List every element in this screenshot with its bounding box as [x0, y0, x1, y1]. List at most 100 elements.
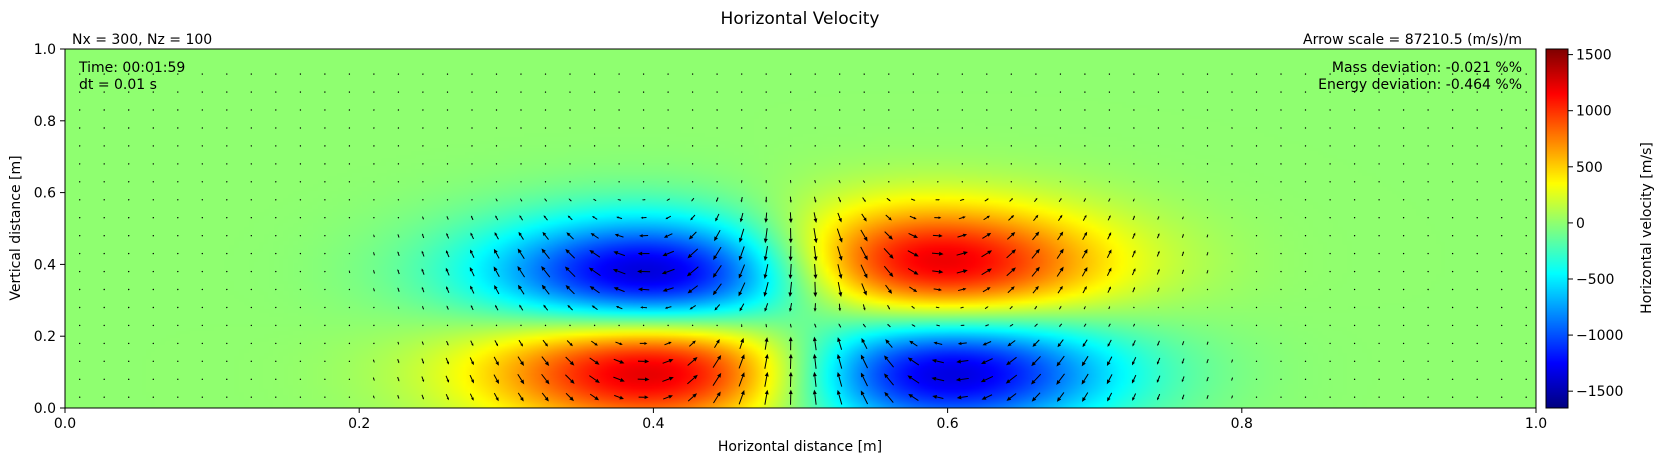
velocity-arrow — [250, 306, 253, 309]
velocity-arrow — [888, 109, 890, 111]
velocity-arrow — [1451, 234, 1454, 237]
velocity-arrow — [275, 324, 277, 327]
velocity-arrow — [716, 324, 718, 327]
velocity-arrow — [152, 145, 155, 147]
velocity-arrow — [981, 250, 993, 258]
velocity-arrow — [544, 198, 548, 202]
velocity-arrow — [177, 396, 179, 398]
velocity-arrow — [177, 288, 179, 291]
velocity-arrow — [1500, 378, 1503, 380]
velocity-arrow — [275, 127, 277, 129]
velocity-arrow — [250, 324, 253, 327]
velocity-arrow — [250, 127, 253, 129]
velocity-arrow — [226, 216, 228, 219]
velocity-arrow — [982, 287, 991, 293]
velocity-arrow — [471, 127, 473, 129]
velocity-arrow — [250, 378, 253, 380]
velocity-arrow — [1378, 396, 1380, 398]
velocity-arrow — [1059, 127, 1062, 129]
velocity-arrow — [1059, 323, 1063, 328]
velocity-arrow — [78, 145, 81, 147]
velocity-arrow — [1500, 73, 1503, 75]
velocity-arrow — [986, 181, 988, 183]
velocity-arrow — [814, 180, 816, 184]
velocity-arrow — [397, 216, 400, 219]
velocity-field-heatmap — [65, 49, 1536, 408]
velocity-arrow — [565, 392, 574, 402]
velocity-arrow — [1451, 163, 1454, 165]
velocity-arrow — [1035, 181, 1037, 183]
velocity-arrow — [666, 198, 670, 201]
velocity-arrow — [1280, 127, 1282, 129]
velocity-arrow — [1525, 306, 1527, 309]
velocity-arrow — [1525, 396, 1527, 398]
velocity-arrow — [226, 109, 228, 111]
velocity-arrow — [931, 376, 945, 382]
velocity-arrow — [741, 180, 743, 184]
velocity-arrow — [589, 393, 600, 401]
velocity-arrow — [715, 213, 720, 222]
velocity-arrow — [1108, 198, 1111, 202]
velocity-arrow — [324, 288, 326, 291]
velocity-arrow — [1157, 306, 1160, 309]
velocity-arrow — [397, 306, 400, 310]
velocity-arrow — [275, 181, 277, 183]
velocity-arrow — [544, 181, 547, 183]
velocity-arrow — [1525, 360, 1527, 362]
velocity-arrow — [421, 250, 425, 257]
velocity-arrow — [1255, 360, 1258, 362]
velocity-arrow — [1329, 234, 1331, 237]
velocity-arrow — [1280, 109, 1282, 111]
velocity-arrow — [422, 73, 424, 75]
velocity-arrow — [955, 377, 969, 382]
velocity-arrow — [1304, 109, 1307, 111]
velocity-arrow — [1206, 324, 1209, 327]
velocity-arrow — [541, 356, 550, 367]
velocity-arrow — [1157, 73, 1160, 75]
velocity-arrow — [716, 181, 718, 183]
velocity-arrow — [177, 378, 179, 380]
velocity-arrow — [1476, 145, 1478, 147]
velocity-arrow — [103, 288, 105, 291]
velocity-arrow — [275, 91, 277, 93]
velocity-arrow — [688, 231, 697, 240]
velocity-arrow — [348, 324, 351, 327]
velocity-arrow — [152, 163, 155, 165]
velocity-arrow — [637, 377, 650, 382]
velocity-arrow — [1378, 324, 1380, 327]
velocity-arrow — [837, 264, 843, 279]
velocity-arrow — [933, 341, 943, 345]
velocity-arrow — [152, 127, 155, 129]
velocity-arrow — [1084, 91, 1086, 93]
velocity-arrow — [1280, 360, 1282, 362]
velocity-arrow — [1280, 252, 1282, 255]
velocity-arrow — [1132, 198, 1135, 202]
velocity-arrow — [78, 234, 81, 237]
velocity-arrow — [566, 340, 573, 347]
velocity-arrow — [1181, 394, 1185, 400]
velocity-arrow — [1157, 340, 1160, 346]
velocity-arrow — [1182, 181, 1184, 183]
velocity-arrow — [1057, 214, 1063, 221]
velocity-arrow — [1081, 355, 1089, 367]
plot-frame — [64, 48, 1537, 409]
velocity-arrow — [152, 396, 155, 398]
colorbar-ticks: 1500 1000 500 0 −500 −1000 −1500 — [1568, 48, 1623, 400]
velocity-arrow — [201, 360, 204, 362]
velocity-arrow — [78, 342, 81, 345]
velocity-arrow — [961, 127, 963, 129]
velocity-arrow — [275, 360, 277, 362]
velocity-arrow — [493, 266, 500, 278]
velocity-arrow — [517, 392, 524, 402]
velocity-arrow — [813, 196, 817, 203]
velocity-arrow — [275, 378, 277, 380]
velocity-arrow — [1206, 288, 1209, 291]
velocity-arrow — [862, 304, 866, 311]
velocity-arrow — [1255, 216, 1258, 219]
velocity-arrow — [299, 396, 302, 398]
velocity-arrow — [907, 375, 920, 384]
velocity-arrow — [1500, 270, 1503, 273]
velocity-arrow — [201, 73, 204, 75]
velocity-arrow — [1427, 73, 1429, 75]
velocity-arrow — [935, 306, 940, 309]
